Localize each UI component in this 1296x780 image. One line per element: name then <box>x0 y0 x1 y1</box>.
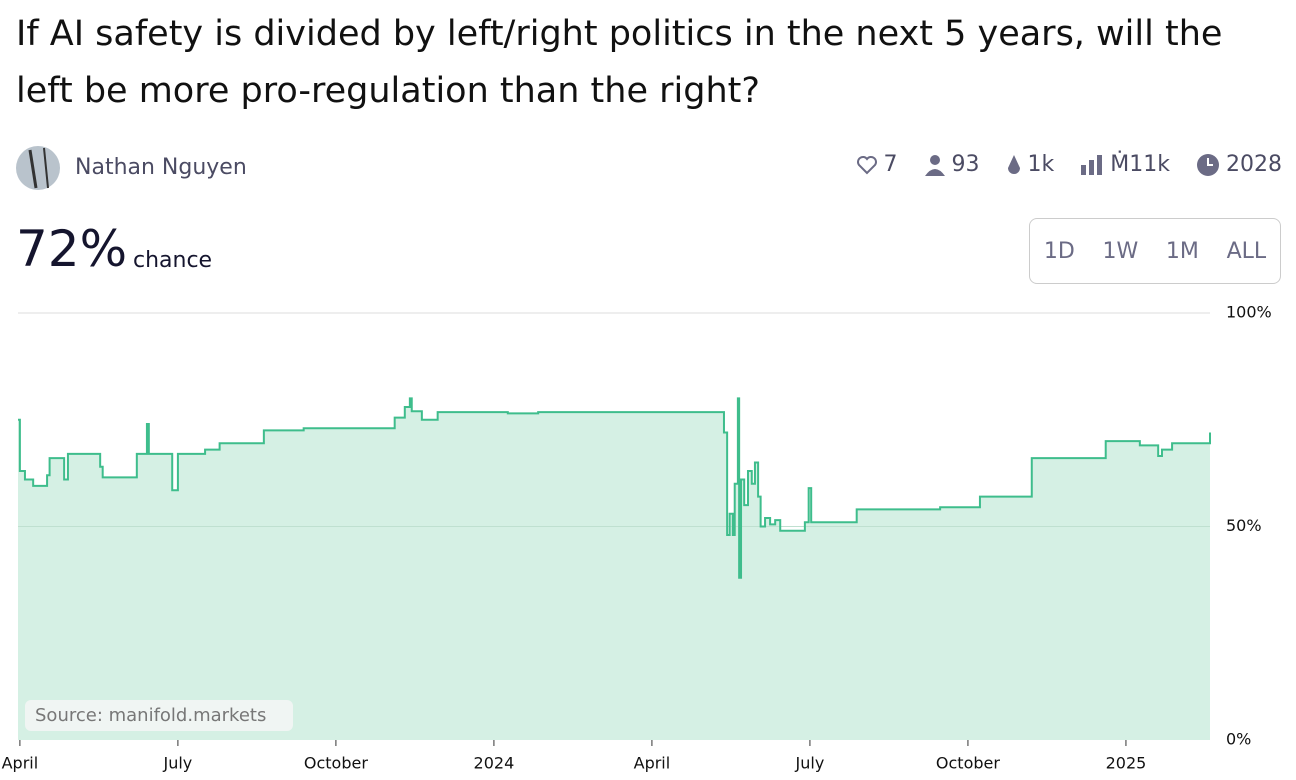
close-year: 2028 <box>1226 152 1282 177</box>
stats: 7 93 1k Ṁ11k 2028 <box>856 152 1282 177</box>
liquidity: 1k <box>1006 152 1055 177</box>
avatar[interactable] <box>16 146 60 190</box>
y-tick-label: 50% <box>1226 516 1262 535</box>
range-1w[interactable]: 1W <box>1102 238 1139 264</box>
x-tick-label: April <box>634 754 671 773</box>
volume: Ṁ11k <box>1080 152 1170 177</box>
source-badge <box>25 700 293 731</box>
x-tick-label: 2025 <box>1106 754 1147 773</box>
y-tick-label: 100% <box>1226 303 1272 322</box>
range-1m[interactable]: 1M <box>1165 238 1199 264</box>
volume-amount: Ṁ11k <box>1110 152 1170 177</box>
probability: 72% <box>16 220 128 278</box>
likes[interactable]: 7 <box>856 152 898 177</box>
market-title: If AI safety is divided by left/right po… <box>16 14 1223 111</box>
x-tick-label: 2024 <box>474 754 515 773</box>
source-label: Source: manifold.markets <box>35 705 266 726</box>
x-tick-label: July <box>795 754 825 773</box>
range-all[interactable]: ALL <box>1226 238 1267 264</box>
probability-label: chance <box>133 248 213 273</box>
range-1d[interactable]: 1D <box>1043 238 1075 264</box>
traders: 93 <box>924 152 980 177</box>
price-line <box>18 397 1211 579</box>
traders-count: 93 <box>951 152 980 177</box>
y-tick-label: 0% <box>1226 730 1251 749</box>
time-range-selector: 1D 1W 1M ALL <box>1029 218 1281 284</box>
x-tick-label: October <box>936 754 1000 773</box>
area <box>18 398 1210 740</box>
likes-count: 7 <box>883 152 898 177</box>
x-tick-label: April <box>2 754 39 773</box>
author-name[interactable]: Nathan Nguyen <box>75 155 247 180</box>
liquidity-amount: 1k <box>1027 152 1055 177</box>
x-tick-label: July <box>163 754 193 773</box>
close-date: 2028 <box>1196 152 1282 177</box>
x-tick-label: October <box>304 754 368 773</box>
